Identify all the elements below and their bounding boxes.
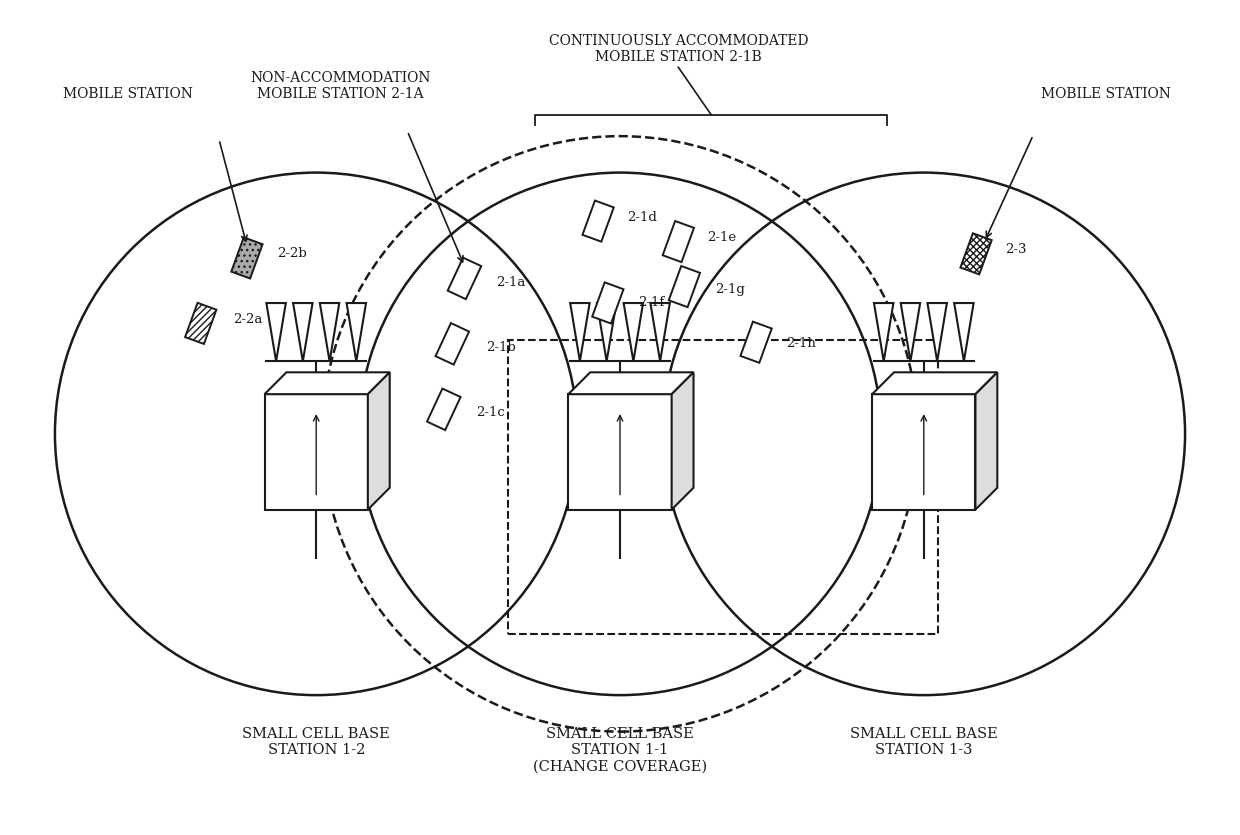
Text: SMALL CELL BASE
STATION 1-1
(CHANGE COVERAGE): SMALL CELL BASE STATION 1-1 (CHANGE COVE… xyxy=(533,727,707,773)
Polygon shape xyxy=(872,372,997,394)
Text: SMALL CELL BASE
STATION 1-2: SMALL CELL BASE STATION 1-2 xyxy=(242,727,391,757)
Polygon shape xyxy=(874,303,893,362)
Polygon shape xyxy=(368,372,389,509)
Polygon shape xyxy=(976,372,997,509)
Bar xyxy=(872,394,976,509)
Polygon shape xyxy=(264,372,389,394)
Polygon shape xyxy=(293,303,312,362)
Text: 2-1h: 2-1h xyxy=(786,337,816,351)
Polygon shape xyxy=(448,258,481,299)
Bar xyxy=(508,340,939,635)
Polygon shape xyxy=(568,372,693,394)
Polygon shape xyxy=(185,303,217,344)
Text: CONTINUOUSLY ACCOMMODATED
MOBILE STATION 2-1B: CONTINUOUSLY ACCOMMODATED MOBILE STATION… xyxy=(548,34,808,64)
Text: 2-2b: 2-2b xyxy=(278,247,308,261)
Polygon shape xyxy=(232,237,263,279)
Polygon shape xyxy=(668,266,701,307)
Text: MOBILE STATION: MOBILE STATION xyxy=(1042,88,1171,101)
Polygon shape xyxy=(961,233,992,275)
Polygon shape xyxy=(320,303,340,362)
Bar xyxy=(264,394,368,509)
Text: MOBILE STATION: MOBILE STATION xyxy=(63,88,192,101)
Polygon shape xyxy=(662,221,694,262)
Polygon shape xyxy=(650,303,670,362)
Polygon shape xyxy=(624,303,644,362)
Polygon shape xyxy=(346,303,366,362)
Polygon shape xyxy=(583,200,614,241)
Text: 2-1e: 2-1e xyxy=(708,231,737,244)
Text: 2-2a: 2-2a xyxy=(233,313,263,326)
Polygon shape xyxy=(427,388,460,430)
Text: 2-1b: 2-1b xyxy=(486,341,516,354)
Polygon shape xyxy=(900,303,920,362)
Polygon shape xyxy=(740,321,771,362)
Polygon shape xyxy=(954,303,973,362)
Polygon shape xyxy=(928,303,947,362)
Polygon shape xyxy=(593,282,624,323)
Text: 2-1f: 2-1f xyxy=(639,296,665,310)
Text: NON-ACCOMMODATION
MOBILE STATION 2-1A: NON-ACCOMMODATION MOBILE STATION 2-1A xyxy=(250,71,430,101)
Polygon shape xyxy=(267,303,285,362)
Text: 2-1g: 2-1g xyxy=(714,282,745,296)
Text: 2-1d: 2-1d xyxy=(627,210,657,224)
Bar xyxy=(568,394,672,509)
Text: 2-3: 2-3 xyxy=(1006,243,1027,256)
Polygon shape xyxy=(596,303,616,362)
Text: 2-1c: 2-1c xyxy=(476,406,506,419)
Polygon shape xyxy=(435,323,469,365)
Text: SMALL CELL BASE
STATION 1-3: SMALL CELL BASE STATION 1-3 xyxy=(849,727,998,757)
Polygon shape xyxy=(570,303,589,362)
Text: 2-1a: 2-1a xyxy=(496,276,526,289)
Polygon shape xyxy=(672,372,693,509)
